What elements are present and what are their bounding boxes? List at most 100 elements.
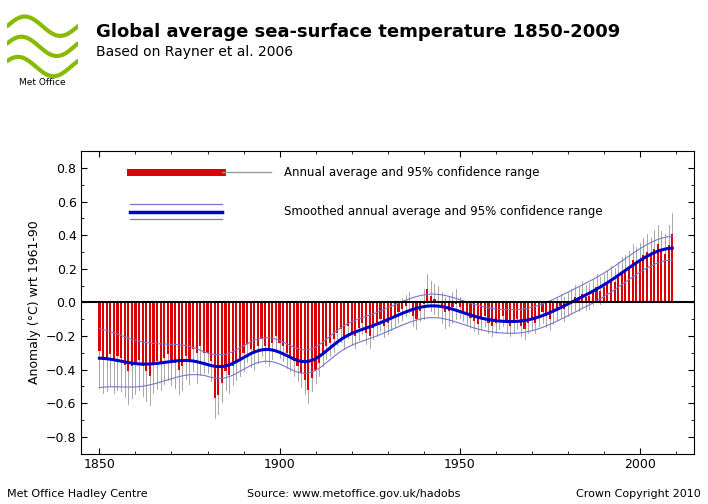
Bar: [124, 302, 126, 364]
Bar: [354, 302, 356, 336]
Bar: [145, 302, 147, 371]
Bar: [394, 302, 396, 316]
Text: Annual average and 95% confidence range: Annual average and 95% confidence range: [283, 166, 539, 179]
Bar: [138, 302, 140, 359]
Bar: [167, 302, 169, 354]
Bar: [120, 302, 122, 358]
Bar: [321, 302, 324, 353]
Bar: [574, 297, 576, 302]
Bar: [278, 302, 280, 343]
Bar: [235, 302, 237, 361]
Bar: [416, 302, 418, 319]
Bar: [635, 264, 637, 302]
Bar: [585, 297, 587, 302]
Bar: [628, 267, 630, 302]
Bar: [423, 302, 425, 304]
Bar: [657, 243, 659, 302]
Bar: [149, 302, 151, 376]
Bar: [624, 271, 627, 302]
Bar: [661, 250, 663, 302]
Bar: [300, 302, 302, 373]
Text: Smoothed annual average and 95% confidence range: Smoothed annual average and 95% confiden…: [283, 205, 602, 218]
Bar: [588, 296, 590, 302]
Bar: [178, 302, 180, 369]
Bar: [606, 284, 608, 302]
Bar: [228, 302, 230, 374]
Bar: [480, 302, 482, 319]
Bar: [113, 302, 115, 361]
Bar: [365, 302, 367, 333]
Bar: [469, 302, 472, 318]
Text: Based on Rayner et al. 2006: Based on Rayner et al. 2006: [96, 45, 292, 59]
Bar: [181, 302, 183, 366]
Bar: [314, 302, 316, 369]
Bar: [116, 302, 118, 356]
Bar: [311, 302, 313, 378]
Bar: [462, 302, 464, 311]
Bar: [350, 302, 353, 333]
Bar: [502, 302, 504, 316]
Y-axis label: Anomaly (°C) wrt 1961-90: Anomaly (°C) wrt 1961-90: [28, 221, 40, 384]
Bar: [397, 302, 399, 312]
Bar: [552, 302, 554, 312]
Bar: [361, 302, 363, 323]
Bar: [257, 302, 259, 346]
Bar: [549, 302, 551, 319]
Bar: [304, 302, 306, 380]
Bar: [538, 302, 540, 316]
Bar: [484, 302, 486, 316]
Bar: [452, 302, 454, 307]
Bar: [440, 302, 442, 307]
Bar: [340, 302, 342, 329]
Bar: [566, 302, 569, 304]
Bar: [224, 302, 227, 371]
Bar: [286, 302, 288, 353]
Bar: [307, 302, 309, 390]
Bar: [329, 302, 331, 343]
Bar: [210, 302, 212, 361]
Bar: [668, 245, 670, 302]
Bar: [131, 302, 133, 366]
Bar: [498, 302, 501, 319]
Bar: [232, 302, 234, 366]
Bar: [264, 302, 266, 346]
Bar: [535, 302, 537, 323]
Bar: [556, 302, 558, 309]
Bar: [152, 302, 154, 364]
Bar: [290, 302, 292, 356]
Bar: [610, 281, 612, 302]
Text: Met Office: Met Office: [19, 78, 66, 87]
Bar: [523, 302, 525, 329]
Bar: [433, 299, 435, 302]
Bar: [207, 302, 209, 353]
Bar: [261, 302, 263, 339]
Bar: [275, 302, 277, 336]
Bar: [545, 302, 547, 316]
Bar: [293, 302, 295, 361]
Bar: [135, 302, 137, 363]
Bar: [426, 289, 428, 302]
Bar: [513, 302, 515, 323]
Bar: [581, 294, 583, 302]
Bar: [127, 302, 130, 371]
Bar: [527, 302, 529, 323]
Bar: [336, 302, 338, 333]
Bar: [387, 302, 389, 323]
Bar: [412, 302, 414, 316]
Bar: [516, 302, 518, 319]
Bar: [599, 291, 601, 302]
Bar: [653, 248, 656, 302]
Bar: [563, 302, 565, 309]
Bar: [159, 302, 161, 363]
Bar: [447, 302, 450, 311]
Bar: [390, 302, 392, 319]
Bar: [192, 302, 194, 349]
Bar: [195, 302, 198, 353]
Bar: [491, 302, 493, 326]
Bar: [333, 302, 335, 339]
Bar: [646, 252, 648, 302]
Bar: [379, 302, 382, 319]
Bar: [221, 302, 223, 383]
Bar: [164, 302, 166, 358]
Bar: [632, 261, 634, 302]
